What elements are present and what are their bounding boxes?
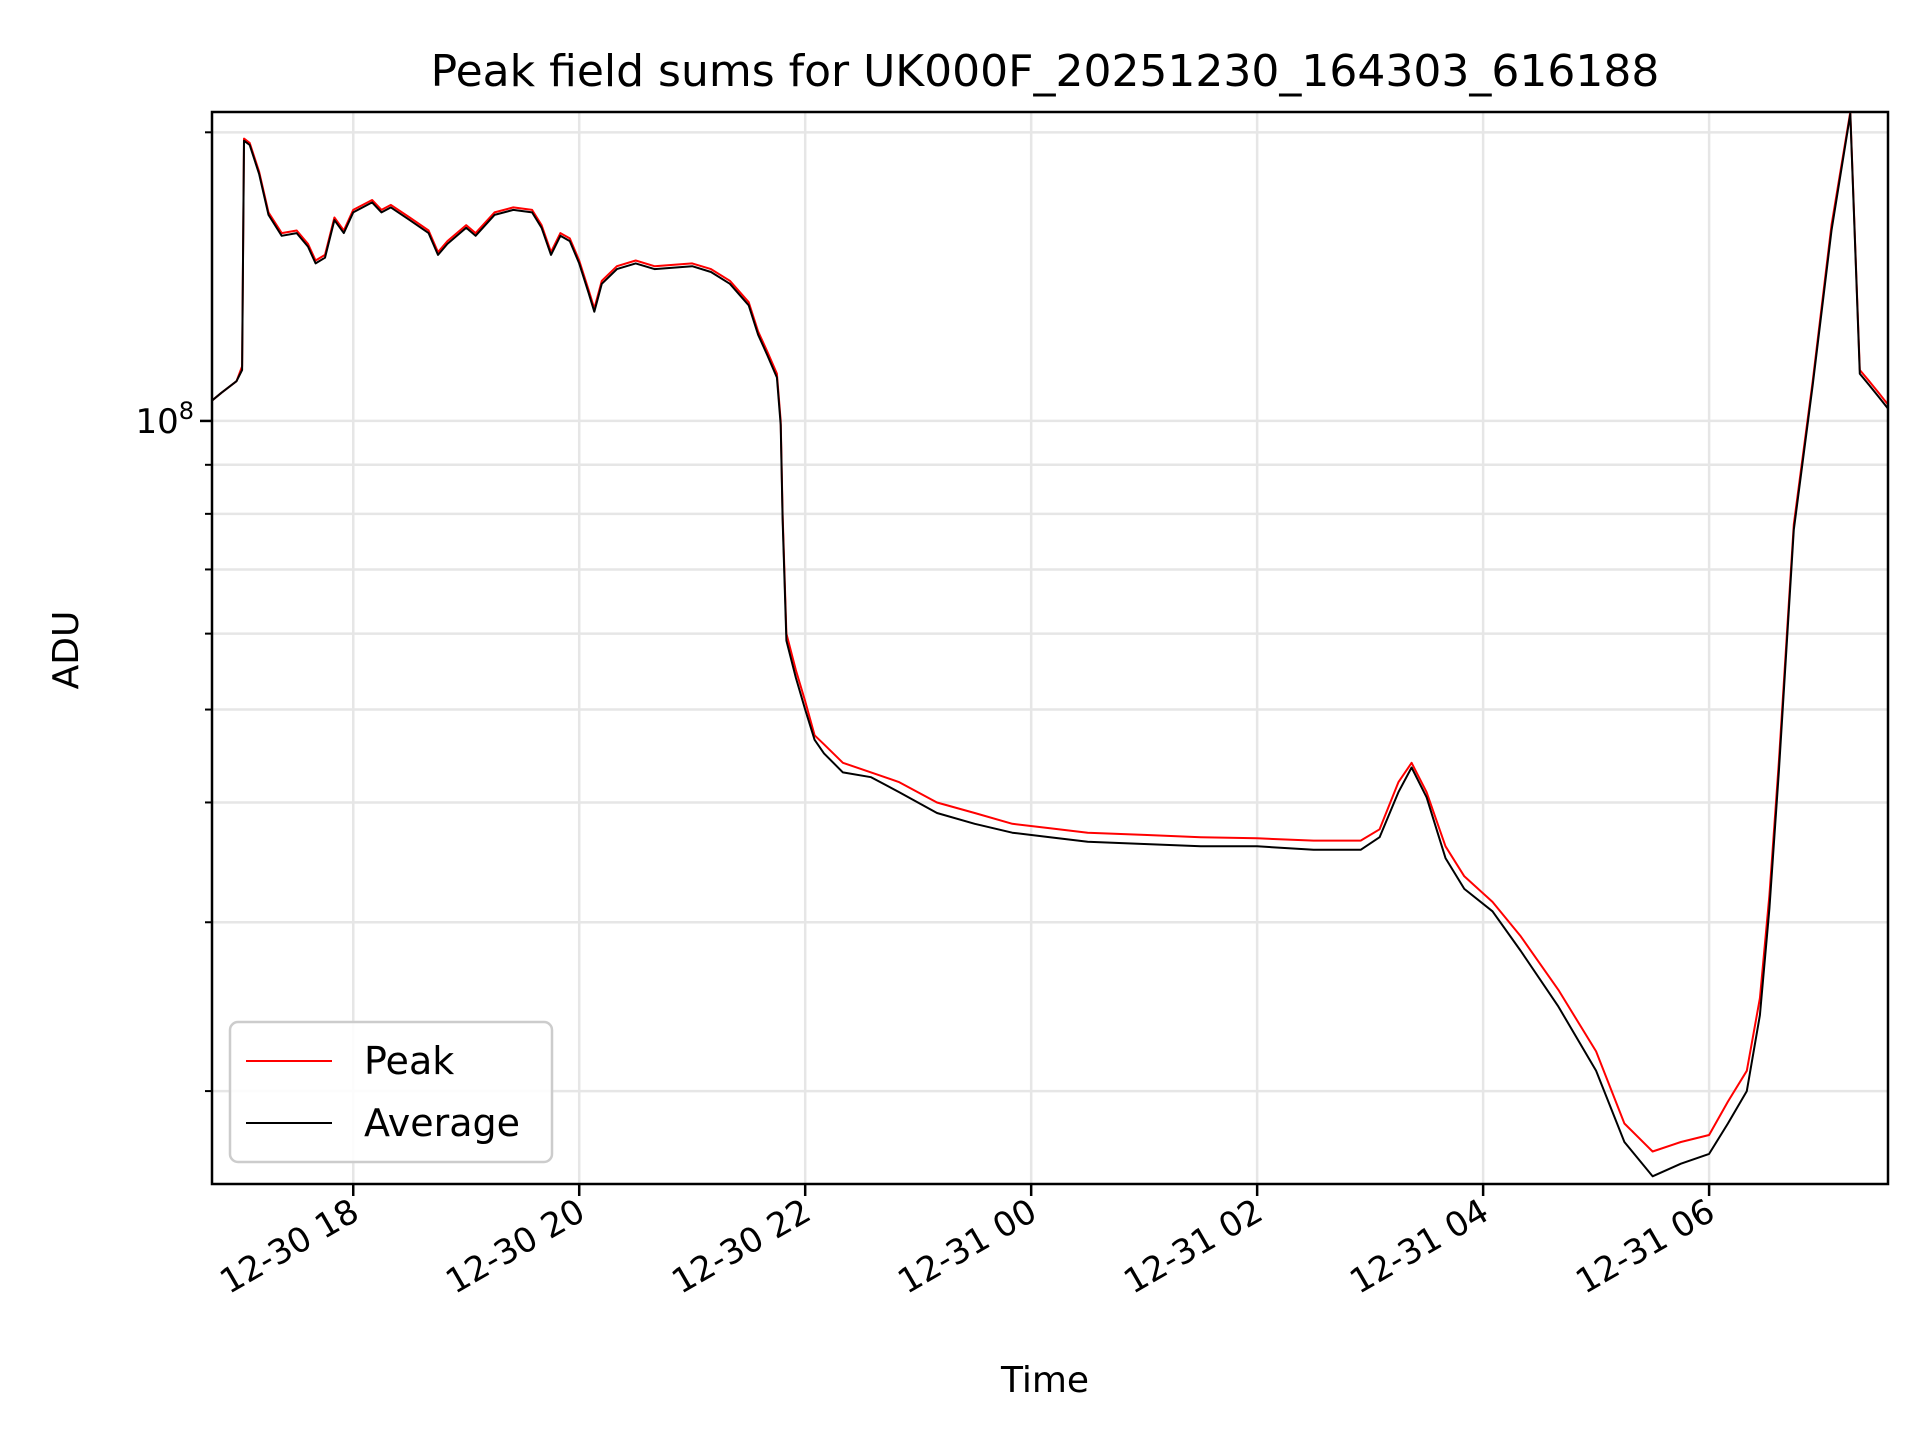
y-axis-label: ADU (46, 611, 87, 690)
x-axis-label: Time (1000, 1360, 1089, 1401)
plot-frame (210, 110, 1890, 1186)
chart-title: Peak field sums for UK000F_20251230_1643… (431, 46, 1660, 97)
y-tick-label: 108 (135, 397, 194, 442)
y-axis-ticks: 108 (135, 131, 212, 1093)
series-line-average (212, 113, 1888, 1178)
legend: Peak Average (228, 1020, 554, 1164)
legend-peak-label: Peak (364, 1039, 454, 1083)
legend-average-label: Average (364, 1101, 520, 1145)
plot-area (212, 112, 1888, 1184)
grid-lines (212, 112, 1888, 1184)
legend-box (228, 1020, 554, 1164)
series-layer (212, 112, 1888, 1178)
